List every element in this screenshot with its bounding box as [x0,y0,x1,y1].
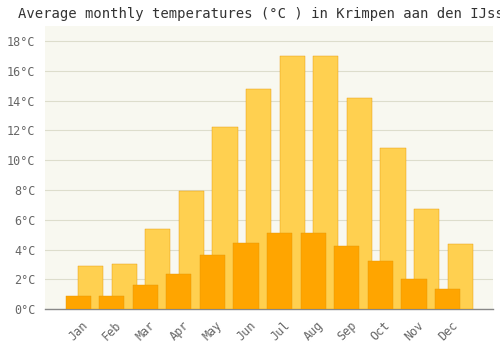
Bar [267,233,292,309]
Bar [246,89,271,309]
Bar [212,127,238,309]
Bar [78,266,104,309]
Bar [435,289,460,309]
Bar [334,246,359,309]
Bar [200,254,225,309]
Bar [166,274,192,309]
Bar [402,279,426,309]
Bar [112,264,137,309]
Bar [448,244,472,309]
Bar [234,243,258,309]
Bar [132,285,158,309]
Bar [380,148,406,309]
Bar [313,56,338,309]
Bar [347,98,372,309]
Title: Average monthly temperatures (°C ) in Krimpen aan den IJssel: Average monthly temperatures (°C ) in Kr… [18,7,500,21]
Bar [368,261,393,309]
Bar [66,296,90,309]
Bar [99,296,124,309]
Bar [179,191,204,309]
Bar [300,233,326,309]
Bar [414,209,439,309]
Bar [146,229,171,309]
Bar [280,56,305,309]
